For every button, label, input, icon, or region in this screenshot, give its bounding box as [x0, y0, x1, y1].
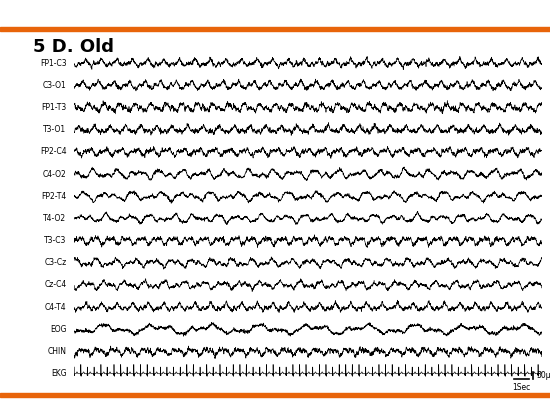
- Text: T3-O1: T3-O1: [43, 125, 67, 134]
- Text: Medscape®: Medscape®: [8, 5, 86, 18]
- Text: FP1-C3: FP1-C3: [40, 59, 67, 67]
- Text: www.medscape.com: www.medscape.com: [204, 5, 324, 18]
- Text: C4-T4: C4-T4: [45, 303, 67, 312]
- Text: C3-O1: C3-O1: [43, 81, 67, 90]
- Text: EKG: EKG: [51, 369, 67, 378]
- Text: 1Sec: 1Sec: [513, 383, 531, 392]
- Text: Source: Semin Neurol © 2003 Thieme Medical Publishers: Source: Semin Neurol © 2003 Thieme Medic…: [151, 403, 399, 412]
- Text: FP1-T3: FP1-T3: [41, 103, 67, 112]
- Text: T4-O2: T4-O2: [43, 214, 67, 223]
- Text: FP2-T4: FP2-T4: [41, 192, 67, 201]
- Text: Cz-C4: Cz-C4: [44, 280, 67, 290]
- Text: EOG: EOG: [50, 325, 67, 334]
- Text: 50μV: 50μV: [536, 371, 550, 380]
- Text: 5 D. Old: 5 D. Old: [33, 38, 114, 56]
- Text: C3-Cz: C3-Cz: [44, 258, 67, 267]
- Text: FP2-C4: FP2-C4: [40, 147, 67, 156]
- Text: C4-O2: C4-O2: [43, 170, 67, 178]
- Text: CHIN: CHIN: [47, 347, 67, 356]
- Bar: [0, 27, 550, 31]
- Text: T3-C3: T3-C3: [44, 236, 67, 245]
- Bar: [0, 393, 550, 397]
